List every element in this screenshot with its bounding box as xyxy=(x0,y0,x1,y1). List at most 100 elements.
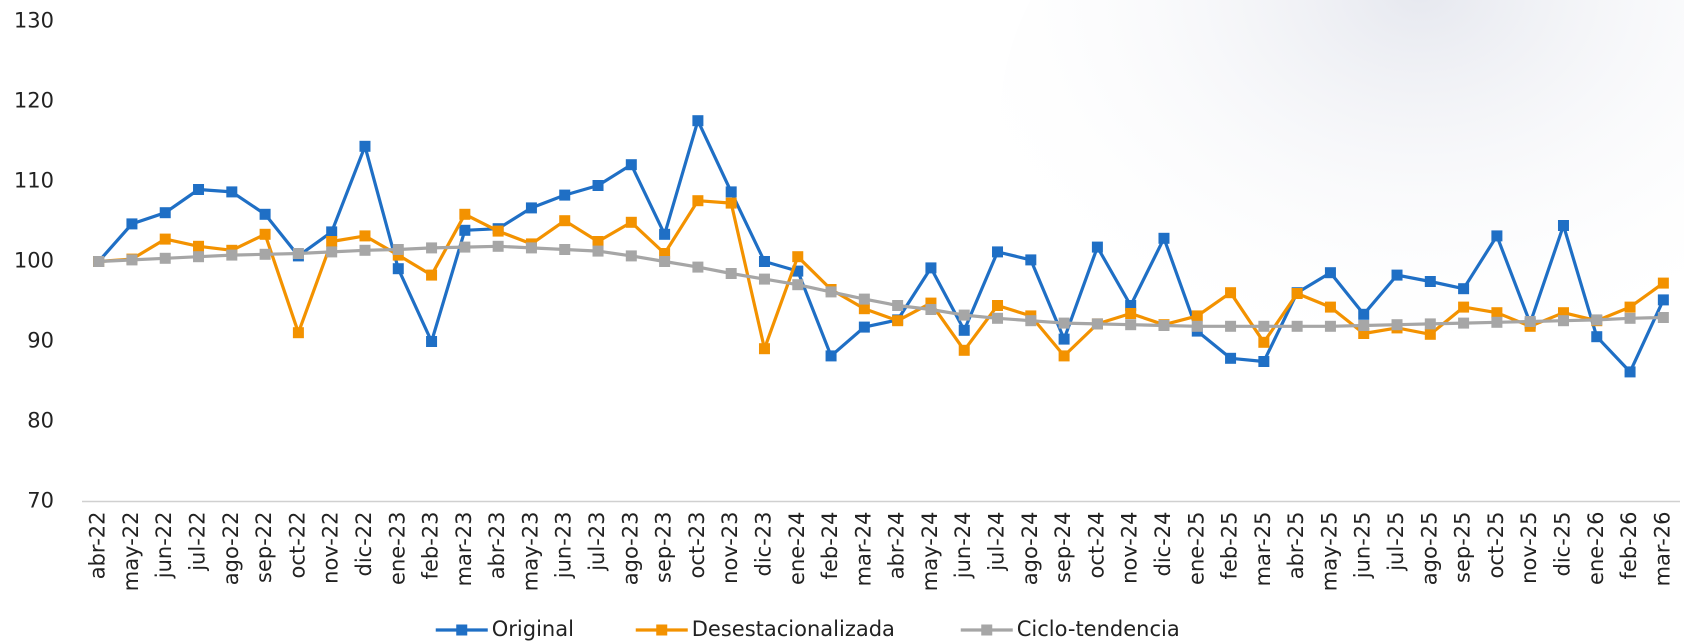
x-tick-label: oct-24 xyxy=(1084,512,1108,579)
marker xyxy=(1058,333,1070,345)
marker xyxy=(1025,315,1037,327)
marker xyxy=(625,250,637,262)
marker xyxy=(126,218,138,230)
marker xyxy=(792,265,804,277)
marker xyxy=(1358,320,1370,331)
x-tick-label: ago-22 xyxy=(219,512,243,586)
marker xyxy=(1657,312,1669,323)
x-tick-label: mar-23 xyxy=(452,512,476,587)
marker xyxy=(1158,232,1170,244)
marker xyxy=(1624,366,1636,378)
marker xyxy=(758,256,770,267)
x-tick-label: mar-24 xyxy=(851,512,875,587)
legend-label: Original xyxy=(492,617,574,641)
x-tick-label: nov-22 xyxy=(319,512,343,584)
marker xyxy=(1624,312,1636,324)
series-line xyxy=(97,119,1665,374)
marker xyxy=(592,245,604,257)
marker xyxy=(1458,317,1470,329)
marker xyxy=(1225,352,1237,364)
marker xyxy=(1125,319,1137,331)
marker xyxy=(659,228,671,240)
marker xyxy=(925,304,937,315)
x-tick-label: jul-24 xyxy=(985,512,1009,572)
marker xyxy=(1091,241,1103,253)
x-tick-label: abr-22 xyxy=(86,512,110,580)
x-tick-label: ago-24 xyxy=(1018,512,1042,586)
marker xyxy=(1491,316,1503,328)
x-tick-label: mar-26 xyxy=(1650,512,1674,587)
marker xyxy=(426,269,438,281)
x-tick-label: may-23 xyxy=(518,512,542,592)
marker xyxy=(1424,276,1436,287)
marker xyxy=(1657,294,1669,306)
marker xyxy=(1324,301,1336,313)
marker xyxy=(1225,287,1237,299)
marker xyxy=(1358,328,1370,339)
marker xyxy=(925,262,937,274)
x-tick-label: jun-22 xyxy=(152,512,176,580)
marker xyxy=(326,226,338,238)
x-tick-label: dic-23 xyxy=(751,512,775,577)
x-tick-label: sep-25 xyxy=(1451,512,1475,584)
x-tick-label: ago-25 xyxy=(1417,512,1441,586)
marker xyxy=(126,254,138,266)
marker xyxy=(659,248,671,259)
x-tick-label: mar-25 xyxy=(1251,512,1275,587)
x-tick-label: oct-25 xyxy=(1484,512,1508,579)
marker xyxy=(958,324,970,336)
marker xyxy=(1458,301,1470,313)
marker xyxy=(992,312,1004,324)
marker xyxy=(1657,277,1669,289)
marker xyxy=(326,236,338,247)
x-tick-label: nov-23 xyxy=(718,512,742,584)
marker xyxy=(1557,315,1569,327)
x-tick-label: feb-25 xyxy=(1218,512,1242,580)
marker xyxy=(226,186,238,198)
marker xyxy=(159,252,171,264)
marker xyxy=(958,309,970,321)
x-tick-label: jul-23 xyxy=(585,512,609,572)
legend-label: Ciclo-tendencia xyxy=(1017,617,1180,641)
y-tick-label: 110 xyxy=(14,169,54,193)
marker xyxy=(958,344,970,356)
marker xyxy=(858,303,870,315)
marker xyxy=(459,241,471,253)
x-tick-label: abr-25 xyxy=(1284,512,1308,580)
marker xyxy=(492,225,504,237)
x-tick-label: jun-25 xyxy=(1351,512,1375,580)
x-tick-label: sep-23 xyxy=(652,512,676,584)
marker xyxy=(292,248,304,259)
marker xyxy=(1258,356,1270,367)
marker xyxy=(426,336,438,347)
marker xyxy=(392,263,404,275)
marker xyxy=(193,184,205,195)
marker xyxy=(825,286,837,298)
marker xyxy=(1191,320,1203,332)
x-tick-label: jul-25 xyxy=(1384,512,1408,572)
legend-marker xyxy=(656,624,668,636)
marker xyxy=(1258,336,1270,348)
marker xyxy=(93,256,105,267)
marker xyxy=(292,327,304,339)
marker xyxy=(492,240,504,252)
marker xyxy=(692,195,704,207)
marker xyxy=(592,236,604,247)
marker xyxy=(1158,320,1170,331)
marker xyxy=(1324,267,1336,279)
marker xyxy=(1191,310,1203,322)
marker xyxy=(326,246,338,258)
marker xyxy=(559,244,571,255)
x-tick-label: ene-25 xyxy=(1184,512,1208,585)
y-tick-label: 90 xyxy=(27,329,54,353)
marker xyxy=(725,268,737,279)
y-tick-label: 120 xyxy=(14,89,54,113)
x-tick-label: abr-24 xyxy=(885,512,909,580)
x-tick-label: ene-26 xyxy=(1584,512,1608,585)
marker xyxy=(359,244,371,256)
marker xyxy=(1291,288,1303,299)
marker xyxy=(392,249,404,261)
marker xyxy=(459,224,471,236)
marker xyxy=(1424,318,1436,330)
marker xyxy=(725,197,737,209)
